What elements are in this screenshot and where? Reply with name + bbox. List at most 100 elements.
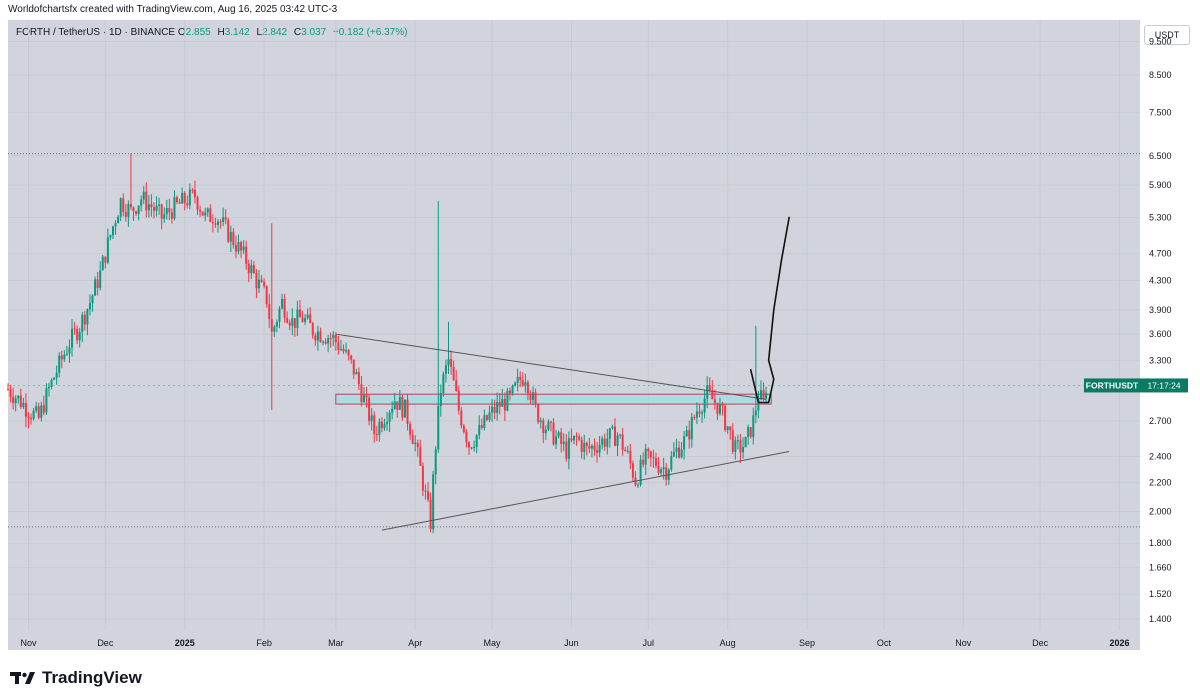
low-value: 2.842 — [262, 27, 288, 38]
candle-body — [324, 341, 327, 344]
candle-body — [575, 435, 578, 437]
candle-body — [578, 436, 581, 440]
candle-body — [552, 422, 555, 445]
candle-body — [562, 441, 565, 444]
candle-body — [457, 390, 460, 411]
ticker-label: FORTHUSDT — [1086, 380, 1139, 390]
candle-body — [439, 393, 442, 407]
candle-body — [473, 446, 476, 449]
candle-body — [678, 447, 681, 458]
tradingview-logo-icon — [10, 672, 35, 684]
y-tick-label: 5.900 — [1149, 180, 1172, 190]
candle-body — [47, 386, 50, 389]
candle-body — [319, 331, 322, 342]
symbol-name[interactable]: FORTH / TetherUS · 1D · BINANCE — [16, 27, 176, 38]
close-value: 3.037 — [301, 27, 327, 38]
x-tick-label: Apr — [408, 638, 422, 648]
candle-body — [496, 401, 499, 414]
candle-body — [247, 263, 250, 274]
chart-area[interactable] — [8, 20, 1140, 650]
candle-body — [626, 450, 629, 452]
currency-button[interactable]: USDT — [1144, 25, 1190, 45]
x-tick-label: Nov — [955, 638, 972, 648]
y-tick-label: 4.300 — [1149, 276, 1172, 286]
tradingview-brand[interactable]: TradingView — [10, 668, 142, 688]
candle-body — [232, 231, 235, 246]
high-value: 3.142 — [224, 27, 250, 38]
symbol-info-bar: FORTH / TetherUS · 1D · BINANCE O2.855 H… — [16, 27, 407, 38]
y-tick-label: 8.500 — [1149, 70, 1172, 80]
candle-body — [508, 390, 511, 394]
candle-body — [444, 365, 447, 374]
candle-body — [163, 214, 166, 219]
candle-body — [388, 412, 391, 422]
candle-body — [35, 406, 38, 411]
candle-body — [762, 390, 765, 399]
candle-body — [129, 204, 132, 208]
candle-body — [145, 191, 148, 211]
candle-body — [132, 207, 135, 212]
candle-body — [488, 412, 491, 420]
candle-body — [150, 204, 153, 208]
x-tick-label: Nov — [20, 638, 37, 648]
x-tick-label: Dec — [97, 638, 114, 648]
candle-body — [580, 439, 583, 452]
candle-body — [736, 440, 739, 442]
candle-body — [206, 208, 209, 213]
candle-body — [660, 469, 663, 473]
candle-body — [747, 427, 750, 437]
candle-body — [255, 273, 258, 289]
x-tick-label: Mar — [328, 638, 344, 648]
candle-body — [734, 440, 737, 452]
candle-body — [237, 242, 240, 252]
y-tick-label: 1.660 — [1149, 563, 1172, 573]
y-tick-label: 1.520 — [1149, 589, 1172, 599]
candle-body — [708, 385, 711, 391]
candle-body — [222, 217, 225, 222]
candle-body — [58, 355, 61, 373]
y-tick-label: 3.300 — [1149, 355, 1172, 365]
candle-body — [506, 390, 509, 411]
price-scale[interactable] — [1140, 20, 1200, 650]
candle-body — [616, 435, 619, 446]
candle-body — [567, 438, 570, 459]
hand-drawn-projection — [749, 216, 790, 404]
candle-body — [749, 427, 752, 437]
candle-body — [380, 421, 383, 429]
candle-body — [537, 404, 540, 423]
candle-body — [347, 349, 350, 356]
candle-body — [701, 412, 704, 414]
candle-body — [565, 441, 568, 459]
candle-body — [345, 349, 348, 352]
candle-body — [30, 418, 33, 420]
candle-body — [257, 279, 260, 289]
close-label: C — [293, 27, 302, 38]
candle-body — [460, 410, 463, 426]
candle-body — [250, 265, 253, 274]
candle-body — [724, 405, 727, 431]
candle-body — [265, 285, 268, 305]
candle-body — [450, 359, 453, 367]
candle-body — [644, 448, 647, 465]
candle-body — [718, 404, 721, 414]
candle-body — [608, 428, 611, 439]
candle-body — [713, 399, 716, 403]
candle-body — [539, 420, 542, 423]
candle-body — [652, 457, 655, 459]
candle-body — [32, 410, 35, 419]
candle-body — [240, 242, 243, 251]
candle-body — [71, 328, 74, 348]
candle-body — [355, 372, 358, 375]
candle-body — [193, 189, 196, 198]
candle-body — [386, 421, 389, 425]
x-tick-label: 2025 — [175, 638, 195, 648]
x-tick-label: May — [484, 638, 502, 648]
candle-body — [73, 328, 76, 330]
candle-body — [544, 429, 547, 433]
candle-body — [24, 402, 27, 417]
candle-body — [613, 426, 616, 446]
candle-body — [306, 314, 309, 319]
candle-body — [603, 438, 606, 447]
candle-body — [109, 235, 112, 238]
y-tick-label: 4.700 — [1149, 249, 1172, 259]
